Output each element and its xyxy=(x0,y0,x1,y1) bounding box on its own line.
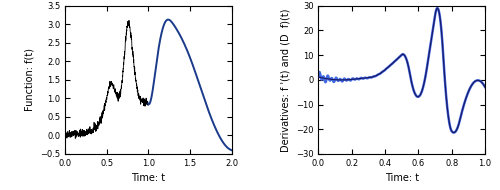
X-axis label: Time: t: Time: t xyxy=(132,173,166,183)
Y-axis label: Derivatives: f '(t) and (D  f)(t): Derivatives: f '(t) and (D f)(t) xyxy=(280,8,290,152)
X-axis label: Time: t: Time: t xyxy=(384,173,418,183)
Y-axis label: Function: f(t): Function: f(t) xyxy=(24,48,34,111)
